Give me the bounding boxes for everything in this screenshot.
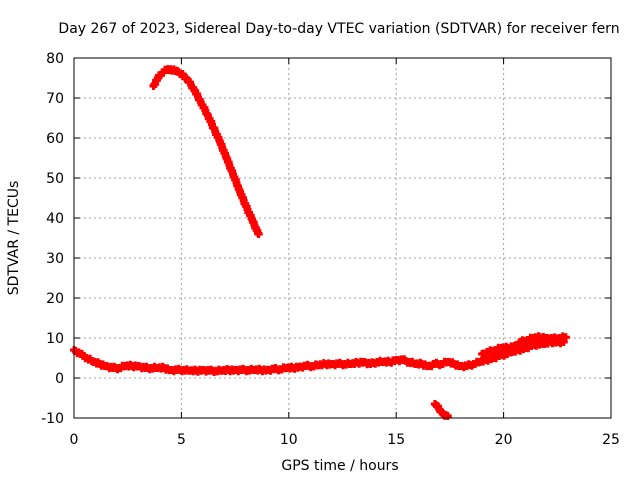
x-tick-label: 5 [177, 432, 186, 448]
y-tick-labels: -10 0 10 20 30 40 50 60 70 80 [41, 51, 64, 427]
data-markers [70, 65, 570, 420]
axis-ticks [73, 57, 612, 419]
marker-trail [479, 332, 569, 359]
x-tick-label: 10 [280, 432, 298, 448]
x-tick-label: 20 [495, 432, 513, 448]
series-high-arc [149, 65, 263, 238]
series-upper-band [478, 332, 570, 359]
y-tick-label: 40 [46, 211, 64, 227]
x-axis-title: GPS time / hours [281, 458, 398, 474]
x-tick-label: 25 [602, 432, 620, 448]
y-tick-label: 0 [55, 371, 64, 387]
marker-trail [431, 401, 451, 420]
chart-title: Day 267 of 2023, Sidereal Day-to-day VTE… [58, 21, 619, 37]
plot-frame [73, 57, 612, 419]
y-tick-label: -10 [41, 411, 64, 427]
y-tick-label: 60 [46, 131, 64, 147]
x-tick-labels: 0 5 10 15 20 25 [70, 432, 620, 448]
y-tick-label: 20 [46, 291, 64, 307]
marker-trail [150, 65, 263, 238]
y-tick-label: 70 [46, 91, 64, 107]
y-tick-label: 30 [46, 251, 64, 267]
y-tick-label: 50 [46, 171, 64, 187]
x-tick-label: 15 [387, 432, 405, 448]
y-tick-label: 80 [46, 51, 64, 67]
y-tick-label: 10 [46, 331, 64, 347]
y-axis-title: SDTVAR / TECUs [6, 181, 22, 296]
x-tick-label: 0 [70, 432, 79, 448]
